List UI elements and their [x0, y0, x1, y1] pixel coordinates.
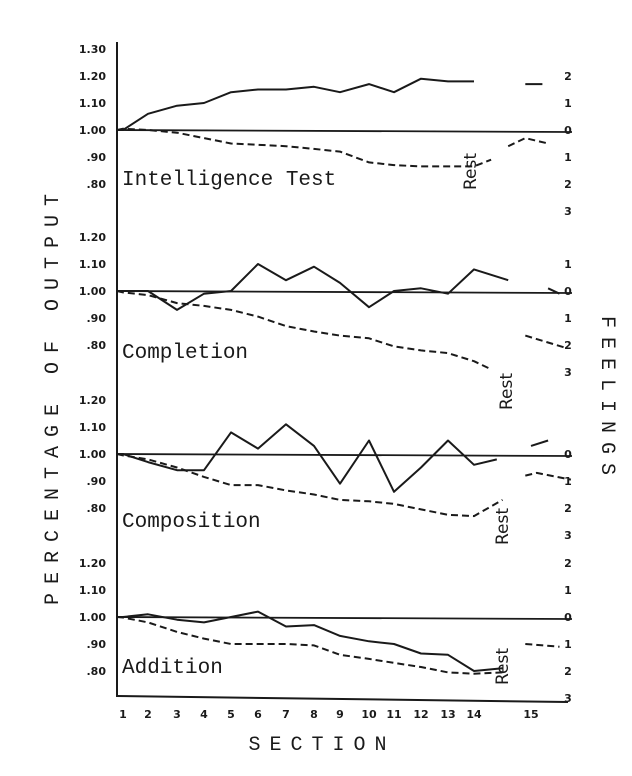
feelings-tick-label: 0 [564, 124, 572, 137]
output-line [117, 263, 509, 311]
feelings-tick-label: 1 [564, 584, 572, 597]
baseline [116, 453, 573, 457]
x-tick-label: 4 [200, 708, 208, 721]
rest-label: Rest [461, 153, 481, 190]
feelings-tick-label: 1 [564, 312, 572, 325]
x-tick-label: 7 [282, 708, 290, 721]
x-tick-label: 2 [144, 708, 152, 721]
rest-label: Rest [493, 508, 513, 545]
y-tick-label: 1.20 [79, 394, 106, 407]
feelings-tick-label: 1 [564, 638, 572, 651]
feelings-tick-label: 2 [564, 178, 572, 191]
output-after-rest-line [530, 439, 549, 447]
x-tick-label: 10 [361, 708, 377, 721]
feelings-tick-label: 3 [564, 366, 572, 379]
panel-0: 1.30 1.20 1.10 1.00 .90 .80 2 1 0 1 2 3 Intelligence… [79, 43, 572, 218]
feelings-tick-label: 1 [564, 151, 572, 164]
feelings-tick-label: 2 [564, 502, 572, 515]
x-tick-label: 9 [336, 708, 344, 721]
panel-title: Addition [122, 657, 223, 680]
feelings-tick-label: 3 [564, 205, 572, 218]
baseline [116, 129, 573, 133]
x-tick-label: 15 [523, 708, 538, 721]
y-tick-label: .80 [87, 178, 107, 191]
y-tick-label: .90 [87, 312, 107, 325]
feelings-tick-label: 1 [564, 97, 572, 110]
feelings-line [116, 616, 503, 675]
x-tick-label: 8 [310, 708, 318, 721]
output-line [117, 610, 503, 672]
panel-title: Intelligence Test [122, 169, 336, 192]
y-tick-label: .90 [87, 151, 107, 164]
feelings-tick-label: 0 [564, 611, 572, 624]
x-tick-label: 11 [386, 708, 401, 721]
feelings-tick-label: 3 [564, 529, 572, 542]
rest-label: Rest [493, 648, 513, 685]
x-axis-label: SECTION [248, 734, 395, 757]
feelings-tick-label: 0 [564, 285, 572, 298]
y-tick-label: .90 [87, 475, 107, 488]
rest-label: Rest [497, 373, 517, 410]
output-line [117, 423, 498, 493]
panel-title: Composition [122, 511, 261, 534]
y-tick-label: 1.00 [79, 285, 106, 298]
output-line [117, 77, 474, 131]
x-tick-label: 13 [440, 708, 455, 721]
feelings-tick-label: 2 [564, 557, 572, 570]
x-tick-label: 5 [227, 708, 235, 721]
y-tick-label: 1.00 [79, 448, 106, 461]
output-after-rest-line [547, 287, 560, 295]
panel-1: 1.20 1.10 1.00 .90 .80 1 0 1 2 3 Completion Rest [79, 231, 572, 410]
feelings-after-rest-line [525, 334, 566, 349]
y-tick-label: 1.00 [79, 611, 106, 624]
y-tick-label: 1.30 [79, 43, 106, 56]
x-tick-label: 1 [119, 708, 127, 721]
feelings-tick-label: 2 [564, 70, 572, 83]
y-tick-label: 1.00 [79, 124, 106, 137]
y-tick-label: 1.10 [79, 421, 106, 434]
baseline [116, 616, 573, 620]
x-tick-label: 3 [173, 708, 181, 721]
feelings-after-rest-line [525, 471, 572, 481]
y-tick-label: .80 [87, 665, 107, 678]
feelings-line [116, 127, 492, 168]
y-tick-label: 1.20 [79, 231, 106, 244]
feelings-tick-label: 2 [564, 339, 572, 352]
baseline [116, 290, 573, 294]
y-tick-label: 1.10 [79, 584, 106, 597]
y-tick-label: .80 [87, 502, 107, 515]
feelings-line [116, 453, 503, 518]
panel-2: 1.20 1.10 1.00 .90 .80 0 1 2 3 Composition Rest [79, 394, 572, 545]
feelings-tick-label: 0 [564, 448, 572, 461]
feelings-after-rest-line [507, 137, 549, 148]
panel-title: Completion [122, 342, 248, 365]
feelings-tick-label: 1 [564, 258, 572, 271]
feelings-after-rest-line [525, 643, 560, 648]
x-axis-line [116, 695, 569, 703]
x-tick-label: 14 [466, 708, 482, 721]
x-tick-label: 12 [413, 708, 428, 721]
y-tick-label: 1.20 [79, 70, 106, 83]
y-axis-label: PERCENTAGE OF OUTPUT [42, 185, 65, 605]
y-tick-label: .90 [87, 638, 107, 651]
feelings-tick-label: 2 [564, 665, 572, 678]
y-tick-label: 1.10 [79, 97, 106, 110]
panel-3: 1.20 1.10 1.00 .90 .80 2 1 0 1 2 3 Addition Rest [79, 557, 572, 705]
x-tick-label: 6 [254, 708, 262, 721]
feelings-tick-label: 3 [564, 692, 572, 705]
feelings-line [116, 290, 492, 371]
y-tick-label: 1.10 [79, 258, 106, 271]
y-tick-label: 1.20 [79, 557, 106, 570]
feelings-tick-label: 1 [564, 475, 572, 488]
right-axis-label: FEELINGS [595, 316, 618, 484]
y-tick-label: .80 [87, 339, 107, 352]
